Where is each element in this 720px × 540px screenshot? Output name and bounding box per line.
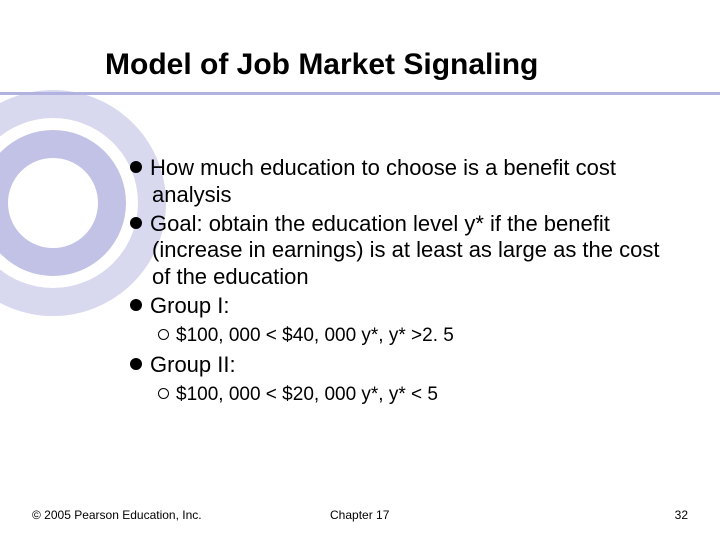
- bullet-dot-icon: [130, 217, 142, 229]
- footer-copyright: © 2005 Pearson Education, Inc.: [32, 508, 202, 522]
- bullet-circle-icon: [158, 329, 169, 340]
- bullet-circle-icon: [158, 388, 169, 399]
- bullet-level-1: How much education to choose is a benefi…: [130, 155, 660, 209]
- title-block: Model of Job Market Signaling: [105, 48, 680, 83]
- footer-page: 32: [675, 508, 688, 522]
- title-underline: [0, 92, 720, 95]
- bullet-level-1: Goal: obtain the education level y* if t…: [130, 211, 660, 291]
- bullet-dot-icon: [130, 358, 142, 370]
- bullet-level-1: Group II:: [130, 352, 660, 379]
- slide-title: Model of Job Market Signaling: [105, 48, 680, 83]
- bullet-dot-icon: [130, 161, 142, 173]
- footer-chapter: Chapter 17: [330, 508, 389, 522]
- bullet-dot-icon: [130, 299, 142, 311]
- slide-body: How much education to choose is a benefi…: [130, 155, 660, 410]
- bullet-level-2: $100, 000 < $20, 000 y*, y* < 5: [158, 383, 660, 407]
- bullet-level-2: $100, 000 < $40, 000 y*, y* >2. 5: [158, 324, 660, 348]
- bullet-level-1: Group I:: [130, 293, 660, 320]
